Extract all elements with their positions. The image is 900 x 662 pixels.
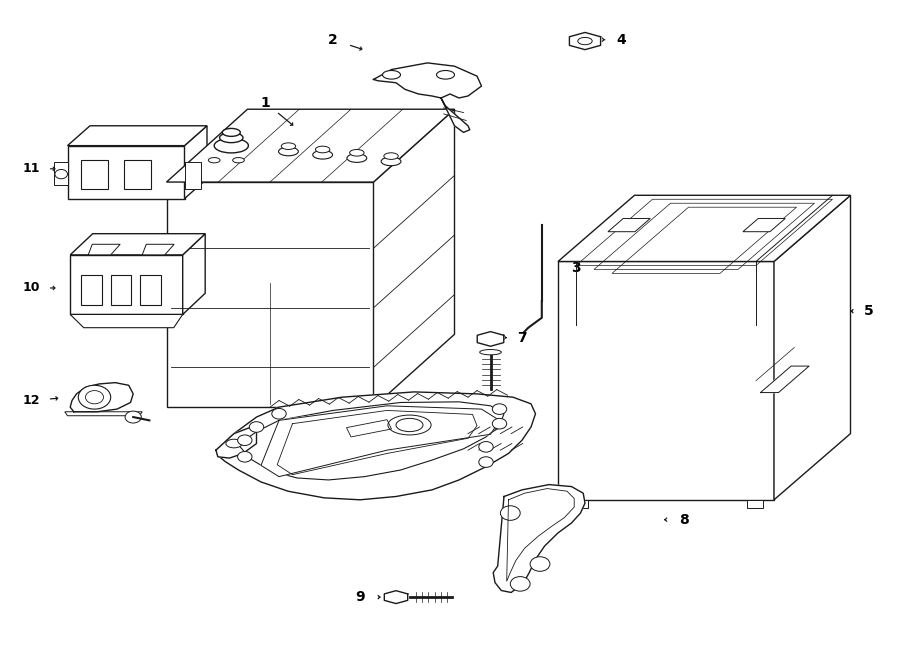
Polygon shape (743, 218, 785, 232)
Polygon shape (558, 195, 850, 261)
Circle shape (78, 385, 111, 409)
Circle shape (492, 418, 507, 429)
Polygon shape (216, 425, 256, 458)
Ellipse shape (226, 440, 242, 448)
Polygon shape (374, 109, 454, 407)
Circle shape (238, 451, 252, 462)
Polygon shape (54, 162, 68, 185)
Circle shape (510, 577, 530, 591)
Circle shape (125, 411, 141, 423)
Circle shape (492, 404, 507, 414)
Ellipse shape (214, 138, 248, 153)
Polygon shape (88, 244, 121, 255)
Circle shape (272, 408, 286, 419)
Polygon shape (238, 402, 504, 480)
Polygon shape (558, 261, 774, 500)
Circle shape (55, 169, 68, 179)
Polygon shape (65, 412, 142, 416)
Polygon shape (166, 182, 374, 407)
Circle shape (479, 442, 493, 452)
Polygon shape (166, 109, 454, 182)
Ellipse shape (382, 71, 400, 79)
Polygon shape (572, 500, 588, 508)
Text: 6: 6 (266, 443, 274, 457)
Text: 4: 4 (616, 32, 625, 47)
Polygon shape (369, 81, 396, 99)
Polygon shape (493, 485, 585, 592)
Polygon shape (774, 195, 850, 500)
Ellipse shape (347, 154, 367, 162)
Polygon shape (70, 314, 183, 328)
Circle shape (249, 422, 264, 432)
Circle shape (500, 506, 520, 520)
Polygon shape (374, 63, 482, 98)
Ellipse shape (436, 71, 454, 79)
Polygon shape (441, 98, 470, 132)
Polygon shape (184, 126, 207, 199)
Polygon shape (477, 332, 504, 346)
Polygon shape (261, 406, 500, 477)
Text: 7: 7 (518, 330, 526, 345)
Ellipse shape (279, 147, 298, 156)
Circle shape (479, 457, 493, 467)
Ellipse shape (281, 143, 295, 150)
Ellipse shape (384, 153, 398, 160)
Polygon shape (183, 234, 205, 314)
Polygon shape (70, 234, 205, 255)
Text: 11: 11 (22, 162, 40, 175)
Ellipse shape (208, 158, 220, 163)
Text: 8: 8 (680, 512, 688, 527)
Circle shape (238, 435, 252, 446)
Ellipse shape (232, 158, 245, 163)
Text: 2: 2 (328, 32, 338, 47)
Ellipse shape (313, 150, 332, 159)
Circle shape (530, 557, 550, 571)
Polygon shape (142, 244, 175, 255)
Polygon shape (70, 383, 133, 412)
Polygon shape (70, 255, 183, 314)
Text: 5: 5 (864, 304, 873, 318)
Polygon shape (608, 218, 650, 232)
Ellipse shape (480, 350, 501, 355)
Polygon shape (747, 500, 763, 508)
Text: 9: 9 (356, 590, 364, 604)
Polygon shape (184, 162, 201, 189)
Polygon shape (384, 591, 408, 604)
Ellipse shape (222, 128, 240, 136)
Text: 3: 3 (572, 261, 580, 275)
Text: 1: 1 (261, 95, 270, 110)
Polygon shape (216, 392, 536, 500)
Polygon shape (68, 126, 207, 146)
Polygon shape (760, 366, 809, 393)
Polygon shape (68, 146, 184, 199)
Polygon shape (570, 32, 600, 50)
Ellipse shape (349, 150, 364, 156)
Ellipse shape (382, 157, 401, 166)
Ellipse shape (220, 132, 243, 142)
Text: 12: 12 (22, 394, 40, 407)
Text: 10: 10 (22, 281, 40, 295)
Ellipse shape (315, 146, 329, 153)
